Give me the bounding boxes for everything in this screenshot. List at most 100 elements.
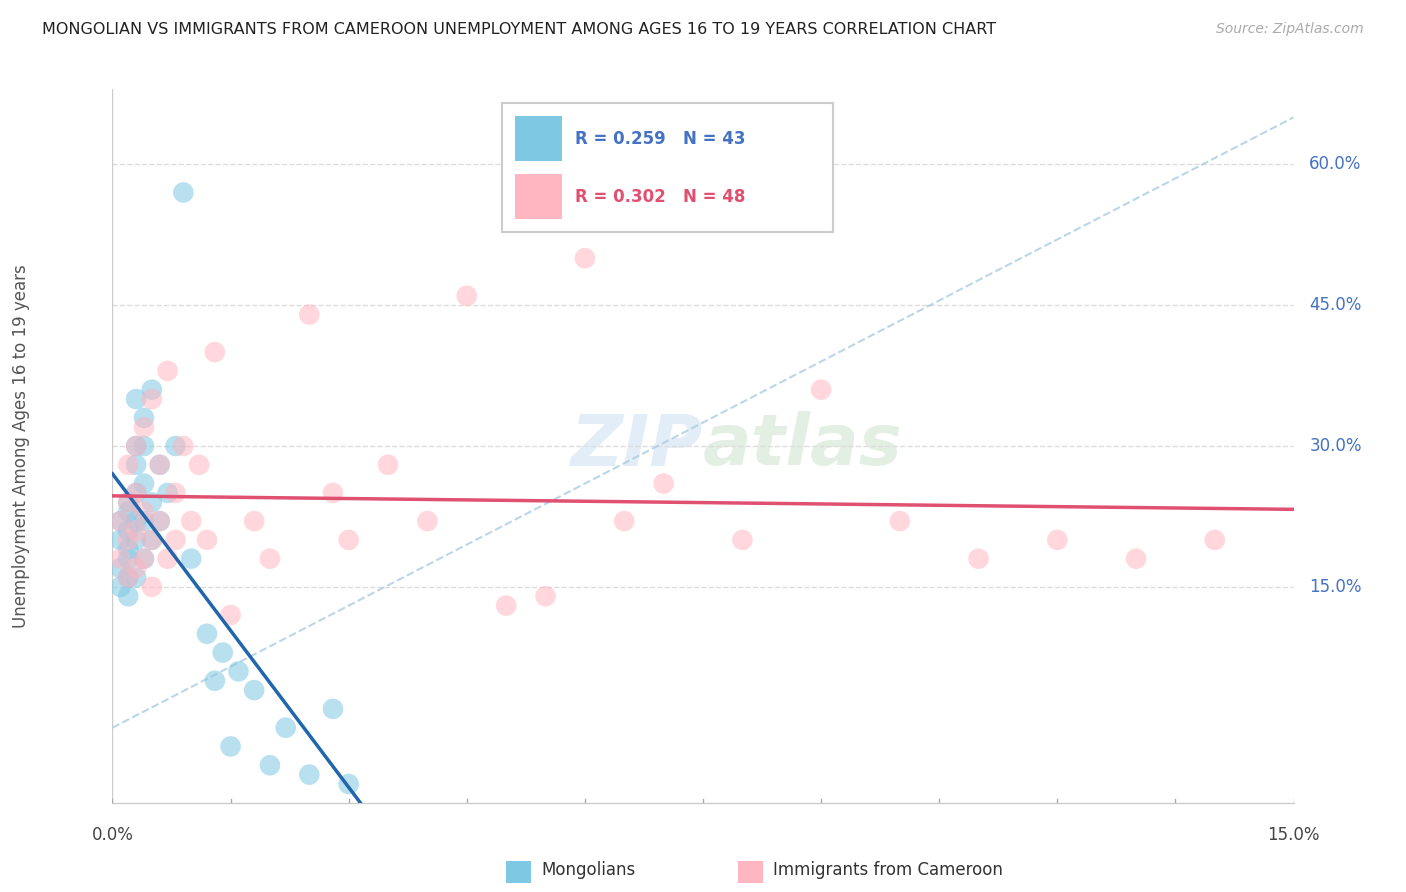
Point <box>132 476 155 491</box>
Point <box>156 551 179 566</box>
Point <box>125 439 148 453</box>
Point <box>574 251 596 265</box>
Text: Unemployment Among Ages 16 to 19 years: Unemployment Among Ages 16 to 19 years <box>13 264 30 628</box>
Point <box>125 486 148 500</box>
Point <box>149 514 172 528</box>
Point <box>117 551 139 566</box>
Point <box>172 439 194 453</box>
Point <box>125 458 148 472</box>
Point <box>132 420 155 434</box>
Point <box>274 721 297 735</box>
Point <box>132 551 155 566</box>
Point <box>456 289 478 303</box>
Point <box>534 589 557 603</box>
Point <box>219 739 242 754</box>
Point <box>652 476 675 491</box>
Point <box>117 589 139 603</box>
Point <box>204 673 226 688</box>
Point <box>141 392 163 406</box>
Point <box>188 458 211 472</box>
Point <box>180 551 202 566</box>
Point <box>259 551 281 566</box>
Text: 30.0%: 30.0% <box>1309 437 1362 455</box>
Point <box>195 627 218 641</box>
Point <box>1125 551 1147 566</box>
Point <box>322 486 344 500</box>
Point <box>377 458 399 472</box>
Point <box>156 364 179 378</box>
Text: 60.0%: 60.0% <box>1309 155 1361 173</box>
Point <box>125 533 148 547</box>
Point <box>180 514 202 528</box>
Text: MONGOLIAN VS IMMIGRANTS FROM CAMEROON UNEMPLOYMENT AMONG AGES 16 TO 19 YEARS COR: MONGOLIAN VS IMMIGRANTS FROM CAMEROON UN… <box>42 22 997 37</box>
Point <box>211 646 233 660</box>
Point <box>731 533 754 547</box>
Point <box>125 570 148 584</box>
Point <box>117 495 139 509</box>
Point <box>117 542 139 557</box>
Text: Mongolians: Mongolians <box>541 861 636 879</box>
Point <box>141 495 163 509</box>
Point <box>337 533 360 547</box>
Point <box>243 683 266 698</box>
Point <box>337 777 360 791</box>
Point <box>228 665 250 679</box>
Point <box>141 580 163 594</box>
Point <box>810 383 832 397</box>
Point <box>149 458 172 472</box>
Point <box>125 392 148 406</box>
Point <box>125 561 148 575</box>
Point <box>110 561 132 575</box>
Point <box>613 514 636 528</box>
Point <box>141 533 163 547</box>
Point <box>132 551 155 566</box>
Point <box>298 308 321 322</box>
Point <box>125 439 148 453</box>
Point <box>117 570 139 584</box>
Point <box>110 514 132 528</box>
Point <box>495 599 517 613</box>
Text: 45.0%: 45.0% <box>1309 296 1361 314</box>
Point <box>117 570 139 584</box>
Point <box>125 524 148 538</box>
Point <box>204 345 226 359</box>
Point <box>132 410 155 425</box>
Point <box>117 533 139 547</box>
Point <box>195 533 218 547</box>
Point <box>416 514 439 528</box>
Point <box>1046 533 1069 547</box>
Point <box>110 551 132 566</box>
Point <box>132 514 155 528</box>
Point <box>259 758 281 772</box>
Point <box>219 607 242 622</box>
Point <box>1204 533 1226 547</box>
Point <box>117 495 139 509</box>
Point <box>117 505 139 519</box>
Point <box>110 580 132 594</box>
Point <box>132 505 155 519</box>
Text: Source: ZipAtlas.com: Source: ZipAtlas.com <box>1216 22 1364 37</box>
Point <box>243 514 266 528</box>
Text: Immigrants from Cameroon: Immigrants from Cameroon <box>773 861 1002 879</box>
Point <box>117 524 139 538</box>
Point <box>322 702 344 716</box>
Point <box>141 383 163 397</box>
Text: ZIP: ZIP <box>571 411 703 481</box>
Point <box>117 458 139 472</box>
Point <box>165 439 187 453</box>
Point <box>165 533 187 547</box>
Point <box>132 439 155 453</box>
Text: 0.0%: 0.0% <box>91 826 134 844</box>
Text: 15.0%: 15.0% <box>1267 826 1320 844</box>
Point <box>298 767 321 781</box>
Point <box>165 486 187 500</box>
Point <box>889 514 911 528</box>
Point <box>172 186 194 200</box>
Text: atlas: atlas <box>703 411 903 481</box>
Point <box>149 514 172 528</box>
Point <box>967 551 990 566</box>
Text: 15.0%: 15.0% <box>1309 578 1362 596</box>
Point <box>110 533 132 547</box>
Point <box>110 514 132 528</box>
Point <box>125 514 148 528</box>
